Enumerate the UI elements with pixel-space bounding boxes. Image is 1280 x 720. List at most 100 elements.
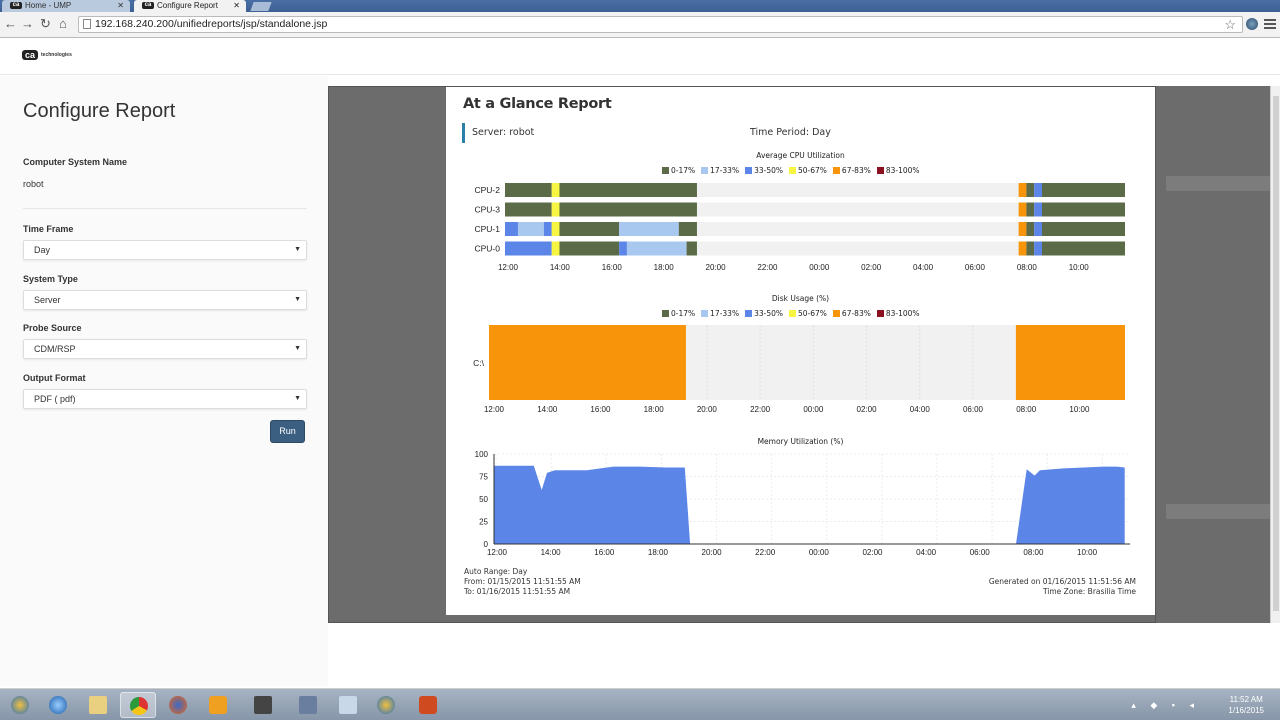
ca-technologies-logo: ca technologies [22, 50, 72, 60]
svg-text:00:00: 00:00 [803, 405, 824, 414]
app-taskbar-icon[interactable] [245, 692, 281, 718]
ca-favicon-icon: ca [142, 2, 154, 10]
svg-text:CPU-1: CPU-1 [474, 224, 500, 234]
legend-item: 0-17% [662, 309, 695, 318]
svg-text:14:00: 14:00 [541, 548, 562, 557]
svg-text:20:00: 20:00 [697, 405, 718, 414]
svg-text:02:00: 02:00 [857, 405, 878, 414]
svg-text:10:00: 10:00 [1069, 405, 1090, 414]
svg-text:100: 100 [475, 450, 489, 459]
rdp-taskbar-icon[interactable] [290, 692, 326, 718]
cpu-utilization-chart: CPU-2 CPU-3 CPU-1 CPU-0 12:00 14:00 16:00 18:00… [474, 183, 1125, 272]
memory-chart-title: Memory Utilization (%) [757, 437, 844, 446]
outlook-taskbar-icon[interactable] [200, 692, 236, 718]
svg-text:50: 50 [479, 495, 488, 504]
legend-item: 83-100% [876, 166, 920, 175]
cpu-chart-title: Average CPU Utilization [756, 151, 845, 160]
svg-text:16:00: 16:00 [602, 263, 623, 272]
system-type-select[interactable]: Server ▼ [23, 290, 307, 310]
start-button[interactable] [2, 692, 38, 718]
bookmark-star-icon[interactable]: ☆ [1224, 17, 1236, 32]
configure-report-panel: Configure Report Computer System Name ro… [0, 76, 328, 686]
notepad-taskbar-icon[interactable] [330, 692, 366, 718]
tab-configure-report[interactable]: ca Configure Report ✕ [134, 0, 246, 12]
svg-text:10:00: 10:00 [1069, 263, 1090, 272]
svg-text:12:00: 12:00 [484, 405, 505, 414]
app-header: ca technologies [0, 39, 1280, 75]
page-scrollbar[interactable] [1270, 86, 1280, 623]
time-period: Time Period: Day [750, 127, 831, 138]
ca-favicon-icon: ca [10, 2, 22, 10]
svg-text:10:00: 10:00 [1077, 548, 1098, 557]
svg-text:02:00: 02:00 [862, 548, 883, 557]
page-icon [83, 19, 91, 29]
svg-text:20:00: 20:00 [702, 548, 723, 557]
viewer-side-panel [1156, 86, 1270, 623]
browser-menu-icon[interactable] [1264, 19, 1276, 31]
new-tab-button[interactable] [250, 2, 272, 11]
legend-item: 83-100% [876, 309, 920, 318]
chrome-taskbar-icon[interactable] [120, 692, 156, 718]
svg-text:04:00: 04:00 [916, 548, 937, 557]
svg-text:18:00: 18:00 [644, 405, 665, 414]
time-frame-label: Time Frame [23, 224, 74, 234]
svg-text:08:00: 08:00 [1017, 263, 1038, 272]
memory-utilization-chart: 0 25 50 75 100 12:00 14:00 16:00 18:00 20:00 22:00… [475, 450, 1130, 557]
svg-text:CPU-0: CPU-0 [474, 244, 500, 254]
legend-item: 67-83% [832, 166, 871, 175]
svg-text:04:00: 04:00 [913, 263, 934, 272]
svg-text:06:00: 06:00 [970, 548, 991, 557]
svg-text:25: 25 [479, 518, 488, 527]
divider [23, 208, 307, 209]
svg-text:02:00: 02:00 [861, 263, 882, 272]
forward-icon[interactable]: → [21, 16, 34, 31]
reload-icon[interactable]: ↻ [40, 16, 51, 31]
ie-taskbar-icon[interactable] [40, 692, 76, 718]
windows-taskbar: ▴ ◆ ▪ ◂ 11:52 AM 1/16/2015 [0, 688, 1280, 720]
system-type-label: System Type [23, 274, 78, 284]
address-bar[interactable]: 192.168.240.200/unifiedreports/jsp/stand… [78, 16, 1243, 33]
network-taskbar-icon[interactable] [368, 692, 404, 718]
svg-text:04:00: 04:00 [910, 405, 931, 414]
svg-text:14:00: 14:00 [537, 405, 558, 414]
svg-text:16:00: 16:00 [590, 405, 611, 414]
svg-text:06:00: 06:00 [965, 263, 986, 272]
svg-text:22:00: 22:00 [757, 263, 778, 272]
system-clock[interactable]: 11:52 AM 1/16/2015 [1228, 695, 1264, 715]
home-icon[interactable]: ⌂ [59, 16, 67, 31]
dropdown-caret-icon: ▼ [294, 395, 301, 402]
svg-text:C:\: C:\ [473, 358, 485, 368]
report-page: At a Glance Report Server: robot Time Pe… [446, 87, 1155, 615]
legend-item: 33-50% [745, 309, 783, 318]
close-tab-icon[interactable]: ✕ [117, 1, 124, 10]
explorer-taskbar-icon[interactable] [80, 692, 116, 718]
dropdown-caret-icon: ▼ [294, 246, 301, 253]
page-title: Configure Report [23, 100, 176, 122]
output-format-label: Output Format [23, 373, 86, 383]
time-frame-select[interactable]: Day ▼ [23, 240, 307, 260]
svg-text:12:00: 12:00 [498, 263, 519, 272]
powerpoint-taskbar-icon[interactable] [410, 692, 446, 718]
disk-chart-title: Disk Usage (%) [771, 294, 830, 303]
system-tray[interactable]: ▴ ◆ ▪ ◂ [1131, 700, 1200, 710]
svg-text:22:00: 22:00 [750, 405, 771, 414]
probe-source-label: Probe Source [23, 323, 82, 333]
firefox-taskbar-icon[interactable] [160, 692, 196, 718]
report-title: At a Glance Report [463, 96, 612, 112]
run-button[interactable]: Run [270, 420, 305, 443]
svg-text:06:00: 06:00 [963, 405, 984, 414]
scrollbar-thumb[interactable] [1273, 96, 1279, 611]
legend-item: 67-83% [832, 309, 871, 318]
legend-item: 33-50% [745, 166, 783, 175]
output-format-select[interactable]: PDF ( pdf) ▼ [23, 389, 307, 409]
svg-text:20:00: 20:00 [706, 263, 727, 272]
probe-source-select[interactable]: CDM/RSP ▼ [23, 339, 307, 359]
svg-text:0: 0 [484, 540, 489, 549]
close-tab-icon[interactable]: ✕ [233, 1, 240, 10]
legend-item: 17-33% [701, 166, 739, 175]
extension-globe-icon[interactable] [1246, 18, 1258, 30]
back-icon[interactable]: ← [4, 16, 17, 31]
server-accent-bar [462, 123, 465, 143]
legend-item: 50-67% [789, 166, 827, 175]
tab-home-ump[interactable]: ca Home - UMP ✕ [2, 0, 130, 12]
